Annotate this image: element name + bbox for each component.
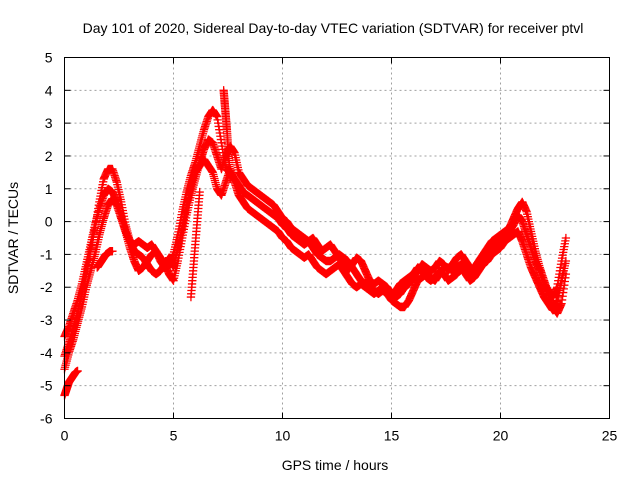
plot-frame [64, 57, 610, 419]
y-tick-label: -6 [40, 411, 53, 427]
x-tick-label: 10 [275, 428, 291, 444]
y-tick-label: -5 [40, 378, 53, 394]
series-trace-a [60, 105, 571, 361]
x-tick-label: 25 [602, 428, 618, 444]
series-trace-c [60, 155, 571, 374]
y-tick-label: 4 [45, 82, 53, 98]
series-trace-d [60, 86, 235, 400]
axis-layer: 0 5 10 15 20 25 -6 -5 -4 -3 -2 -1 0 1 2 3 4 5 [40, 50, 617, 444]
y-tick-label: -1 [40, 246, 53, 262]
data-point [108, 246, 117, 256]
data-point [561, 233, 571, 243]
data-point [195, 187, 204, 197]
y-tick-label: 0 [45, 214, 53, 230]
data-point [226, 174, 235, 184]
y-tick-label: 5 [45, 50, 53, 66]
y-tick-label: -2 [40, 279, 53, 295]
y-tick-label: -3 [40, 312, 53, 328]
data-points-layer [60, 86, 571, 400]
x-tick-label: 0 [61, 428, 69, 444]
data-point [561, 256, 571, 266]
y-axis-title: SDTVAR / TECUs [5, 182, 21, 294]
x-axis-title: GPS time / hours [282, 457, 389, 473]
y-tick-label: -4 [40, 345, 53, 361]
y-tick-label: 3 [45, 115, 53, 131]
chart-title: Day 101 of 2020, Sidereal Day-to-day VTE… [83, 20, 584, 36]
x-tick-label: 15 [384, 428, 400, 444]
y-tick-label: 1 [45, 181, 53, 197]
x-tick-label: 20 [493, 428, 509, 444]
y-tick-label: 2 [45, 148, 53, 164]
data-point [73, 366, 82, 376]
x-tick-label: 5 [170, 428, 178, 444]
